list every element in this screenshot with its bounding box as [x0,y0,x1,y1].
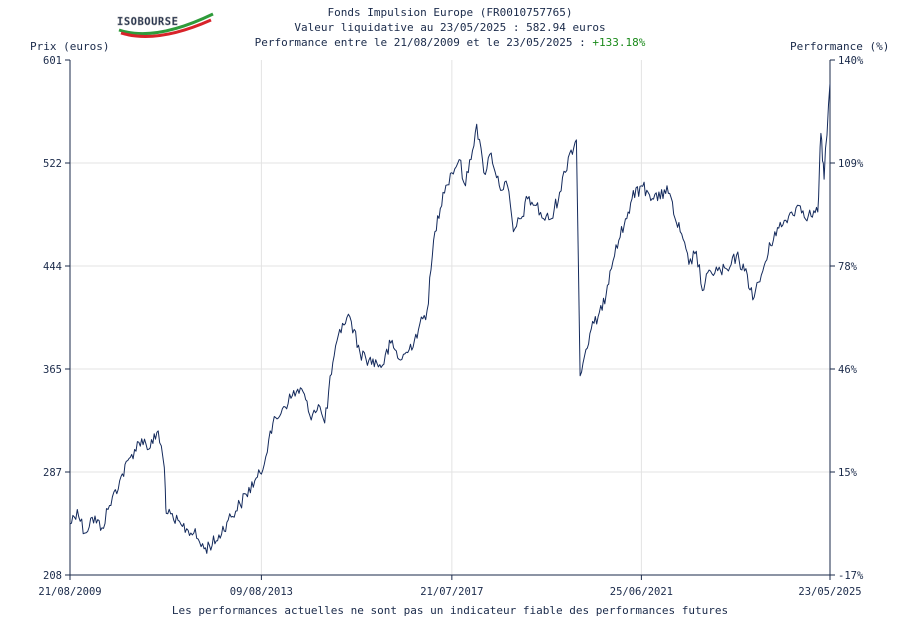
chart-ticks: 208 -17% 287 15% 365 46% 444 78% 522 109% 601 140% 2… [38,55,864,598]
x-tick-label: 21/08/2009 [38,586,101,598]
y-left-tick-label: 365 [43,364,62,376]
y-right-tick-label: 140% [838,55,864,67]
performance-prefix: Performance entre le 21/08/2009 et le 23… [254,36,593,49]
disclaimer-footnote: Les performances actuelles ne sont pas u… [171,604,729,617]
y-right-tick-label: 46% [838,364,858,376]
chart-grid [70,60,830,575]
fund-title: Fonds Impulsion Europe (FR0010757765) [327,6,573,19]
isobourse-logo: ISOBOURSE [117,12,214,38]
y-left-tick-label: 444 [43,261,62,273]
x-tick-label: 21/07/2017 [420,586,483,598]
x-tick-label: 23/05/2025 [798,586,861,598]
chart-axes [69,60,831,576]
logo-swoosh-green [118,12,214,36]
price-series-line [69,83,831,554]
y-left-tick-label: 522 [43,158,62,170]
right-axis-caption: Performance (%) [790,40,890,53]
logo-text: ISOBOURSE [117,16,178,28]
logo-swoosh-red [120,18,212,38]
left-axis-caption: Prix (euros) [30,40,110,53]
performance-value: +133.18% [592,36,646,49]
performance-line: Performance entre le 21/08/2009 et le 23… [0,36,900,49]
y-left-tick-label: 287 [43,467,62,479]
y-right-tick-label: 78% [838,261,858,273]
x-tick-label: 09/08/2013 [230,586,293,598]
y-right-tick-label: 15% [838,467,858,479]
y-left-tick-label: 601 [43,55,62,67]
y-left-tick-label: 208 [43,570,62,582]
x-tick-label: 25/06/2021 [610,586,673,598]
y-right-tick-label: 109% [838,158,864,170]
nav-value-line: Valeur liquidative au 23/05/2025 : 582.9… [294,21,606,34]
y-right-tick-label: -17% [838,570,864,582]
